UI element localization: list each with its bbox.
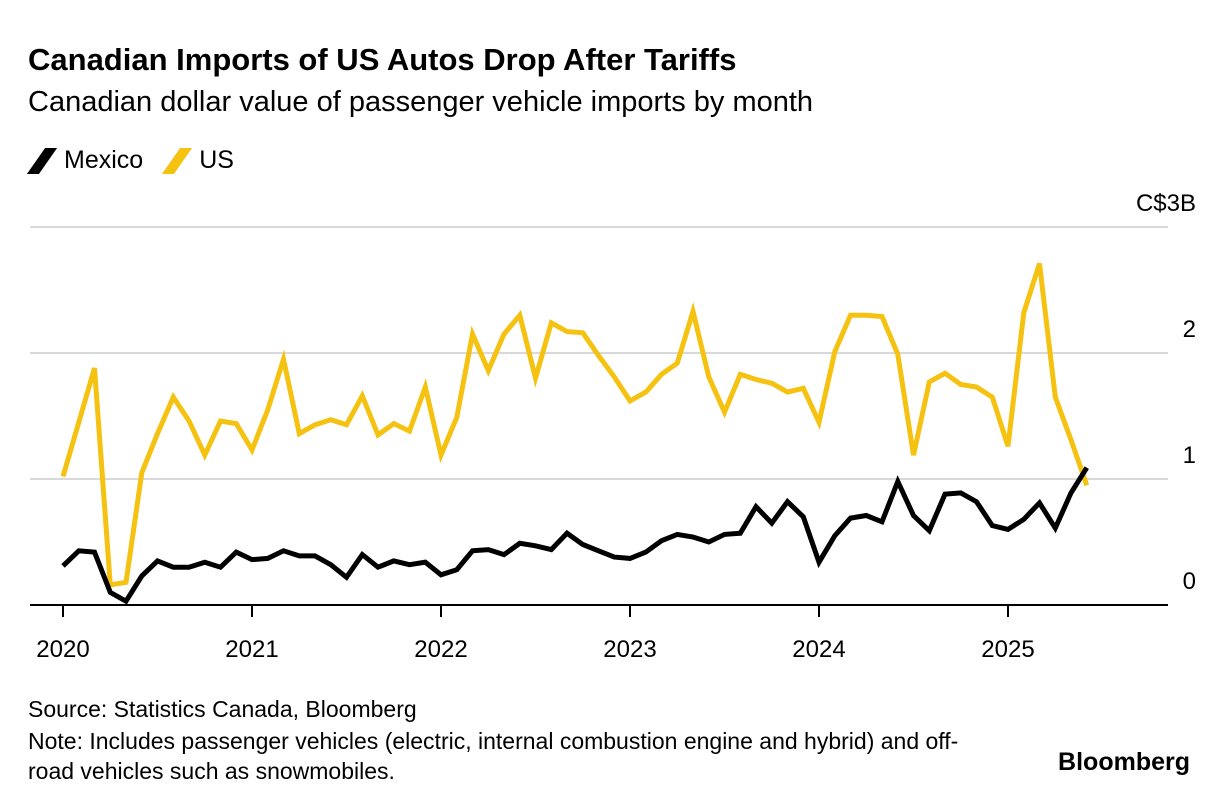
source-note: Source: Statistics Canada, Bloomberg (28, 696, 417, 722)
legend-item-mexico: Mexico (26, 146, 144, 175)
legend-swatch-us (162, 147, 193, 174)
y-tick-label-1: 1 (1183, 442, 1196, 469)
series-line-us (60, 262, 1090, 588)
x-tick-label-2022: 2022 (414, 636, 467, 663)
series-lines (60, 262, 1090, 605)
line-chart: 0 1 2 C$3B 2020 2021 2022 2023 2024 2025 (30, 190, 1196, 663)
x-tick-label-2023: 2023 (603, 636, 656, 663)
x-tick-label-2025: 2025 (981, 636, 1034, 663)
legend-label-us: US (199, 146, 234, 174)
x-axis: 2020 2021 2022 2023 2024 2025 (30, 604, 1168, 663)
bloomberg-logo: Bloomberg (1058, 748, 1190, 776)
legend-label-mexico: Mexico (64, 146, 144, 174)
x-tick-label-2024: 2024 (792, 636, 845, 663)
legend-swatch-mexico (26, 147, 58, 174)
legend-item-us: US (162, 146, 234, 175)
chart-subtitle: Canadian dollar value of passenger vehic… (28, 86, 814, 118)
footnote: Note: Includes passenger vehicles (elect… (28, 728, 959, 784)
series-line-mexico (61, 466, 1089, 605)
grid-lines: 0 1 2 C$3B (30, 190, 1196, 595)
chart-title: Canadian Imports of US Autos Drop After … (28, 42, 737, 77)
y-tick-label-3: C$3B (1136, 190, 1196, 217)
x-tick-label-2020: 2020 (36, 636, 89, 663)
x-tick-label-2021: 2021 (225, 636, 278, 663)
y-tick-label-2: 2 (1183, 316, 1196, 343)
y-tick-label-0: 0 (1183, 568, 1196, 595)
legend: Mexico US (26, 146, 254, 175)
